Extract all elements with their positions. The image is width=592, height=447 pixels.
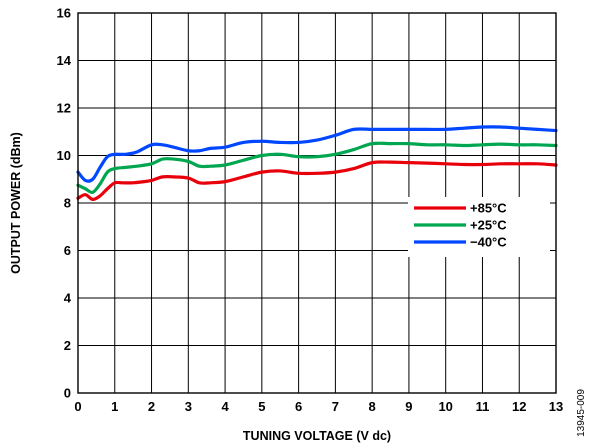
x-tick-label: 10	[438, 399, 452, 414]
legend: +85°C +25°C −40°C	[408, 197, 550, 257]
y-tick-label: 8	[64, 196, 71, 211]
legend-label-2: −40°C	[470, 235, 507, 250]
x-tick-label: 6	[295, 399, 302, 414]
y-tick-label: 0	[64, 386, 71, 401]
series-lines	[76, 125, 558, 202]
x-tick-label: 4	[221, 399, 229, 414]
legend-label-0: +85°C	[470, 201, 507, 216]
y-tick-label: 14	[57, 53, 72, 68]
x-tick-label: 3	[185, 399, 192, 414]
series-line-0	[76, 160, 558, 202]
x-tick-label: 1	[111, 399, 118, 414]
x-tick-label: 2	[148, 399, 155, 414]
legend-label-1: +25°C	[470, 218, 507, 233]
series-line-1	[76, 141, 558, 195]
y-tick-label: 2	[64, 338, 71, 353]
plot-frame	[77, 12, 557, 394]
x-tick-label: 5	[258, 399, 265, 414]
x-tick-label: 7	[332, 399, 339, 414]
x-tick-label: 13	[549, 399, 563, 414]
y-tick-label: 16	[57, 6, 71, 21]
x-tick-label: 11	[476, 399, 490, 414]
x-tick-label: 9	[405, 399, 412, 414]
x-tick-label: 8	[369, 399, 376, 414]
figure-id: 13945-009	[576, 389, 587, 437]
series-line-2	[76, 125, 558, 183]
y-axis-title: OUTPUT POWER (dBm)	[9, 132, 23, 274]
x-tick-label: 12	[512, 399, 526, 414]
y-tick-label: 6	[64, 243, 71, 258]
y-tick-label: 12	[57, 101, 71, 116]
x-axis-title: TUNING VOLTAGE (V dc)	[243, 429, 391, 443]
y-tick-label: 4	[64, 291, 72, 306]
y-tick-label: 10	[57, 148, 71, 163]
x-tick-label: 0	[74, 399, 81, 414]
